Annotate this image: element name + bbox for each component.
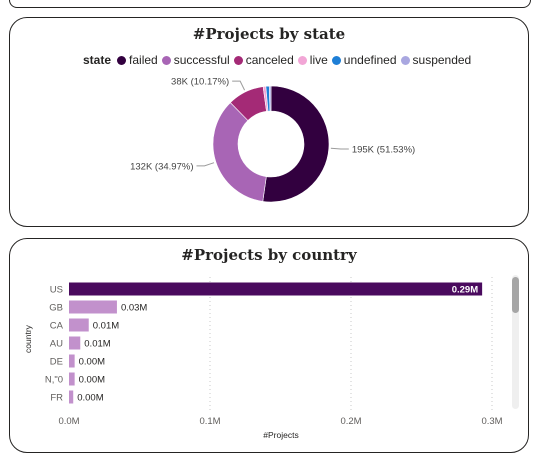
chart-legend: state failed successful canceled live undefi… — [83, 53, 475, 67]
legend-label: undefined — [343, 53, 397, 67]
y-tick-label: GB — [49, 303, 63, 314]
previous-card-edge — [9, 0, 531, 8]
legend-item-successful[interactable]: successful — [161, 53, 230, 67]
x-tick-label: 0.2M — [340, 416, 361, 427]
legend-item-canceled[interactable]: canceled — [233, 53, 294, 67]
data-label-GB: 0.03M — [121, 303, 147, 314]
legend-item-failed[interactable]: failed — [117, 53, 158, 67]
legend-item-live[interactable]: live — [297, 53, 328, 67]
data-label-failed: 195K (51.53%) — [352, 144, 415, 155]
data-label-N,"0: 0.00M — [79, 375, 105, 386]
legend-label: suspended — [412, 53, 472, 67]
data-label-FR: 0.00M — [77, 393, 103, 404]
bar-N,"0[interactable] — [69, 372, 75, 386]
legend-item-suspended[interactable]: suspended — [400, 53, 472, 67]
donut-chart: 195K (51.53%) 132K (34.97%) 38K (10.17%) — [130, 77, 415, 203]
legend-label: failed — [129, 53, 158, 67]
legend-items: failed successful canceled live undefined sus… — [117, 53, 475, 67]
vertical-scrollbar[interactable] — [512, 275, 519, 409]
legend-swatch — [233, 55, 243, 65]
data-label-CA: 0.01M — [93, 321, 119, 332]
y-tick-label: DE — [50, 357, 63, 368]
legend-title: state — [83, 53, 112, 67]
x-tick-label: 0.0M — [58, 416, 79, 427]
legend-label: canceled — [245, 53, 294, 67]
y-tick-label: N,"0 — [45, 375, 63, 386]
chart-title: #Projects by country — [181, 246, 357, 264]
data-label-DE: 0.00M — [79, 357, 105, 368]
leader-line — [196, 162, 215, 167]
data-label-canceled: 38K (10.17%) — [171, 77, 229, 88]
donut-slice-failed[interactable] — [262, 85, 330, 203]
y-tick-label: US — [50, 285, 63, 296]
y-axis-title: country — [23, 324, 33, 353]
data-label-US: 0.29M — [452, 285, 478, 296]
bar-chart: 0.0M 0.1M 0.2M 0.3M #Projects country US 0.29M G… — [23, 277, 503, 440]
chart-title: #Projects by state — [192, 25, 346, 43]
legend-swatch — [117, 55, 127, 65]
legend-label: successful — [173, 53, 230, 67]
bar-GB[interactable] — [69, 300, 117, 314]
bar-FR[interactable] — [69, 390, 74, 404]
scrollbar-thumb[interactable] — [512, 277, 519, 313]
legend-label: live — [309, 53, 328, 67]
data-label-successful: 132K (34.97%) — [130, 161, 193, 172]
bar-US[interactable] — [69, 282, 483, 296]
legend-item-undefined[interactable]: undefined — [331, 53, 397, 67]
legend-swatch — [161, 55, 171, 65]
x-axis-title: #Projects — [263, 430, 298, 440]
bar-AU[interactable] — [69, 336, 81, 350]
leader-line — [330, 147, 349, 150]
y-tick-label: CA — [50, 321, 64, 332]
bar-DE[interactable] — [69, 354, 75, 368]
legend-swatch — [297, 55, 307, 65]
projects-by-state-card: #Projects by state state failed successfu… — [9, 17, 529, 227]
x-tick-label: 0.3M — [481, 416, 502, 427]
x-tick-label: 0.1M — [199, 416, 220, 427]
leader-line — [232, 80, 246, 91]
y-tick-label: AU — [50, 339, 63, 350]
legend-swatch — [331, 55, 341, 65]
legend-swatch — [400, 55, 410, 65]
y-tick-label: FR — [50, 393, 63, 404]
data-label-AU: 0.01M — [84, 339, 110, 350]
donut-slice-suspended[interactable] — [268, 85, 272, 112]
projects-by-country-card: #Projects by country 0.0M 0.1M 0.2M 0.3M #Pr… — [9, 238, 529, 453]
donut-slice-successful[interactable] — [212, 102, 267, 202]
bar-CA[interactable] — [69, 318, 89, 332]
